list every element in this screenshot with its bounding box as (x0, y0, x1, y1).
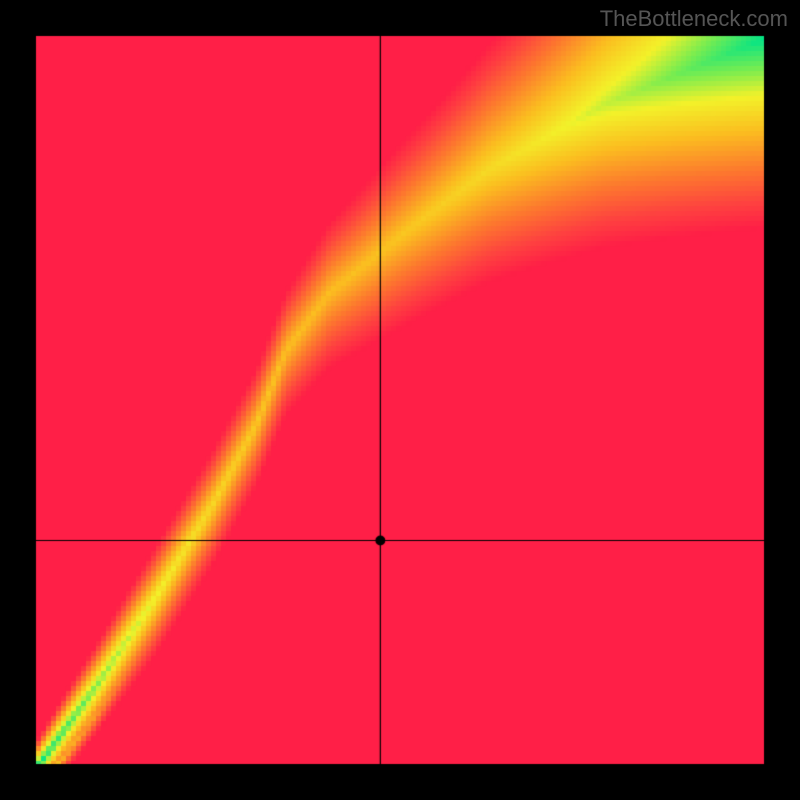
watermark-text: TheBottleneck.com (600, 6, 788, 32)
chart-container: TheBottleneck.com (0, 0, 800, 800)
bottleneck-heatmap (0, 0, 800, 800)
